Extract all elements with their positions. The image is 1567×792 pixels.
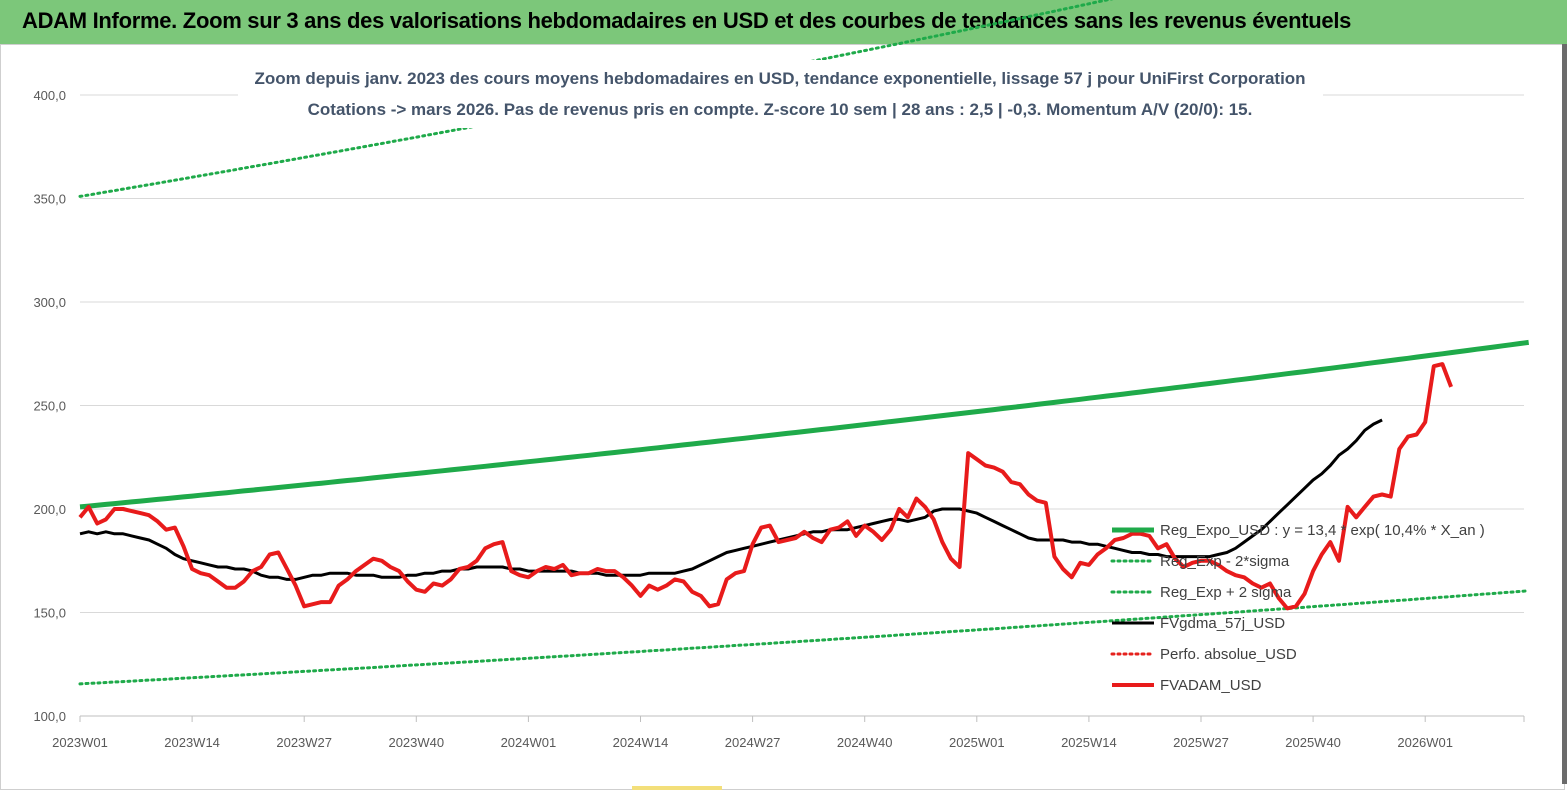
x-tick-label: 2023W01 xyxy=(52,735,108,750)
series-line-fvgdma-57j-usd xyxy=(79,418,1383,581)
x-tick-label: 2024W27 xyxy=(725,735,781,750)
y-tick-label: 400,0 xyxy=(33,88,66,103)
x-tick-label: 2025W01 xyxy=(949,735,1005,750)
chart-title-line-1: Zoom depuis janv. 2023 des cours moyens … xyxy=(254,69,1305,88)
y-tick-label: 300,0 xyxy=(33,295,66,310)
axes: 100,0 150,0 200,0 250,0 300,0 350,0 400,0 2023W… xyxy=(33,88,1525,750)
x-tick-label: 2024W40 xyxy=(837,735,893,750)
legend-label: Reg_Exp - 2*sigma xyxy=(1160,553,1290,570)
legend-label: FVgdma_57j_USD xyxy=(1160,615,1285,632)
series-line-fvadam-usd xyxy=(78,362,1453,611)
series-line-reg-exp-2-sigma xyxy=(78,589,1531,686)
chart-title-block: Zoom depuis janv. 2023 des cours moyens … xyxy=(238,60,1323,128)
y-tick-label: 250,0 xyxy=(33,399,66,414)
series-line-reg-expo-usd-y-13-4-exp-10-4-x-an xyxy=(79,339,1530,510)
series-layer xyxy=(78,0,1531,686)
vertical-scrollbar[interactable] xyxy=(1562,44,1567,784)
x-tick-label: 2025W27 xyxy=(1173,735,1229,750)
report-banner: ADAM Informe. Zoom sur 3 ans des valoris… xyxy=(0,0,1567,44)
legend-label: Reg_Exp + 2 sigma xyxy=(1160,584,1292,601)
chart-title-background xyxy=(238,60,1323,128)
y-tick-label: 200,0 xyxy=(33,502,66,517)
legend-label: FVADAM_USD xyxy=(1160,677,1262,694)
y-tick-label: 100,0 xyxy=(33,709,66,724)
x-tick-label: 2024W01 xyxy=(501,735,557,750)
bottom-accent-bar xyxy=(632,786,722,790)
x-tick-label: 2023W40 xyxy=(388,735,444,750)
chart-title-line-2: Cotations -> mars 2026. Pas de revenus p… xyxy=(308,100,1253,119)
x-tick-label: 2025W14 xyxy=(1061,735,1117,750)
x-tick-label: 2025W40 xyxy=(1285,735,1341,750)
legend-label: Reg_Expo_USD : y = 13,4 * exp( 10,4% * X… xyxy=(1160,522,1485,539)
legend: Reg_Expo_USD : y = 13,4 * exp( 10,4% * X… xyxy=(1110,522,1485,694)
x-tick-label: 2026W01 xyxy=(1397,735,1453,750)
legend-label: Perfo. absolue_USD xyxy=(1160,646,1297,663)
x-tick-label: 2024W14 xyxy=(613,735,669,750)
report-title: ADAM Informe. Zoom sur 3 ans des valoris… xyxy=(22,8,1352,33)
x-tick-label: 2023W14 xyxy=(164,735,220,750)
y-tick-label: 150,0 xyxy=(33,606,66,621)
y-tick-label: 350,0 xyxy=(33,192,66,207)
x-tick-label: 2023W27 xyxy=(276,735,332,750)
